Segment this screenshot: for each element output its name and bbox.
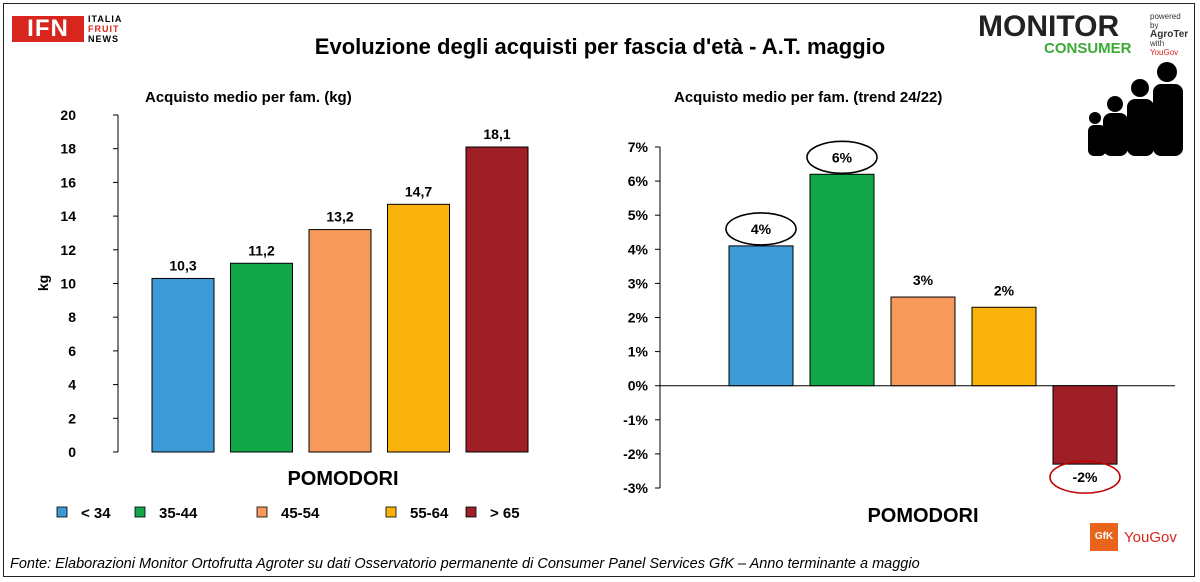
right-bar (890, 296, 956, 387)
right-bar (728, 245, 794, 387)
right-y-tick-label: 6% (628, 173, 649, 189)
right-y-tick-label: 4% (628, 241, 649, 257)
right-y-tick-label: 0% (628, 378, 649, 394)
monitor-logo-side2: AgroTer (1150, 29, 1189, 40)
left-y-tick-label: 0 (68, 444, 76, 460)
right-y-tick-label: 3% (628, 275, 649, 291)
left-y-tick-label: 4 (68, 377, 76, 393)
right-bar-data-label: 4% (751, 221, 772, 237)
monitor-logo-side: powered by AgroTer with YouGov (1150, 12, 1190, 57)
left-bar-data-label: 11,2 (248, 242, 275, 258)
left-bar (230, 262, 293, 453)
legend-swatch (256, 506, 268, 518)
left-y-tick-label: 12 (60, 242, 76, 258)
monitor-logo-word: MONITOR (978, 10, 1120, 43)
left-y-tick-label: 8 (68, 309, 76, 325)
monitor-logo-side3: with (1150, 39, 1165, 48)
ifn-logo-line2: FRUIT (88, 24, 120, 34)
right-y-tick-label: -1% (623, 412, 648, 428)
legend-label: > 65 (490, 505, 520, 522)
legend-label: 45-54 (281, 505, 320, 522)
monitor-logo-consumer: CONSUMER (1044, 40, 1132, 57)
left-bar-data-label: 13,2 (326, 209, 353, 225)
left-bar (387, 203, 450, 453)
gfk-yougov-logo: GfK YouGov (1090, 523, 1190, 553)
left-y-tick-label: 18 (60, 141, 76, 157)
source-note: Fonte: Elaborazioni Monitor Ortofrutta A… (10, 556, 920, 572)
left-bar (465, 146, 529, 453)
right-y-tick-label: 7% (628, 139, 649, 155)
left-y-tick-label: 6 (68, 343, 76, 359)
right-y-tick-label: 1% (628, 344, 649, 360)
gfk-logo-mark: GfK (1090, 523, 1118, 551)
yougov-logo-word: YouGov (1124, 529, 1177, 546)
left-y-tick-label: 2 (68, 410, 76, 426)
left-bar (308, 229, 372, 453)
left-y-tick-label: 10 (60, 276, 76, 292)
right-bar-data-label: -2% (1073, 469, 1098, 485)
left-y-tick-label: 16 (60, 174, 76, 190)
chart-title: Evoluzione degli acquisti per fascia d'e… (314, 34, 886, 59)
legend-swatch (385, 506, 397, 518)
legend-label: 55-64 (410, 505, 449, 522)
right-bar-data-label: 3% (913, 272, 934, 288)
monitor-logo-side4: YouGov (1150, 48, 1179, 57)
legend-label: 35-44 (159, 505, 198, 522)
left-y-tick-label: 14 (60, 208, 76, 224)
left-bar-data-label: 10,3 (169, 257, 196, 273)
ifn-logo-mark: IFN (12, 16, 84, 42)
ifn-logo-wordmark: ITALIA FRUIT NEWS (88, 14, 122, 44)
right-label-circle (806, 140, 878, 175)
right-bar (971, 306, 1037, 387)
right-y-tick-label: 2% (628, 310, 649, 326)
ifn-logo-line1: ITALIA (88, 14, 123, 24)
left-chart-title: Acquisto medio per fam. (kg) (145, 89, 352, 106)
legend-label: < 34 (81, 505, 111, 522)
legend-swatch (465, 506, 477, 518)
left-bar-data-label: 14,7 (405, 183, 432, 199)
ifn-logo-line3: NEWS (88, 34, 119, 44)
right-chart-title: Acquisto medio per fam. (trend 24/22) (674, 89, 943, 106)
left-x-axis-label: POMODORI (287, 468, 398, 490)
monitor-logo-side1: powered by (1150, 12, 1181, 30)
left-bar-data-label: 18,1 (483, 126, 510, 142)
left-y-axis-label: kg (35, 275, 51, 291)
right-bar (809, 173, 875, 387)
right-y-tick-label: 5% (628, 207, 649, 223)
legend-swatch (134, 506, 146, 518)
right-bar-data-label: 2% (994, 282, 1015, 298)
right-y-tick-label: -2% (623, 446, 648, 462)
left-bar (151, 277, 215, 453)
right-label-circle (1049, 460, 1121, 494)
right-x-axis-label: POMODORI (867, 505, 978, 527)
right-y-tick-label: -3% (623, 480, 648, 496)
right-label-circle (725, 212, 797, 246)
right-bar-data-label: 6% (832, 149, 853, 165)
right-bar (1052, 385, 1118, 465)
legend-swatch (56, 506, 68, 518)
monitor-consumer-logo: MONITOR CONSUMER powered by AgroTer with… (978, 10, 1190, 58)
left-y-tick-label: 20 (60, 107, 76, 123)
